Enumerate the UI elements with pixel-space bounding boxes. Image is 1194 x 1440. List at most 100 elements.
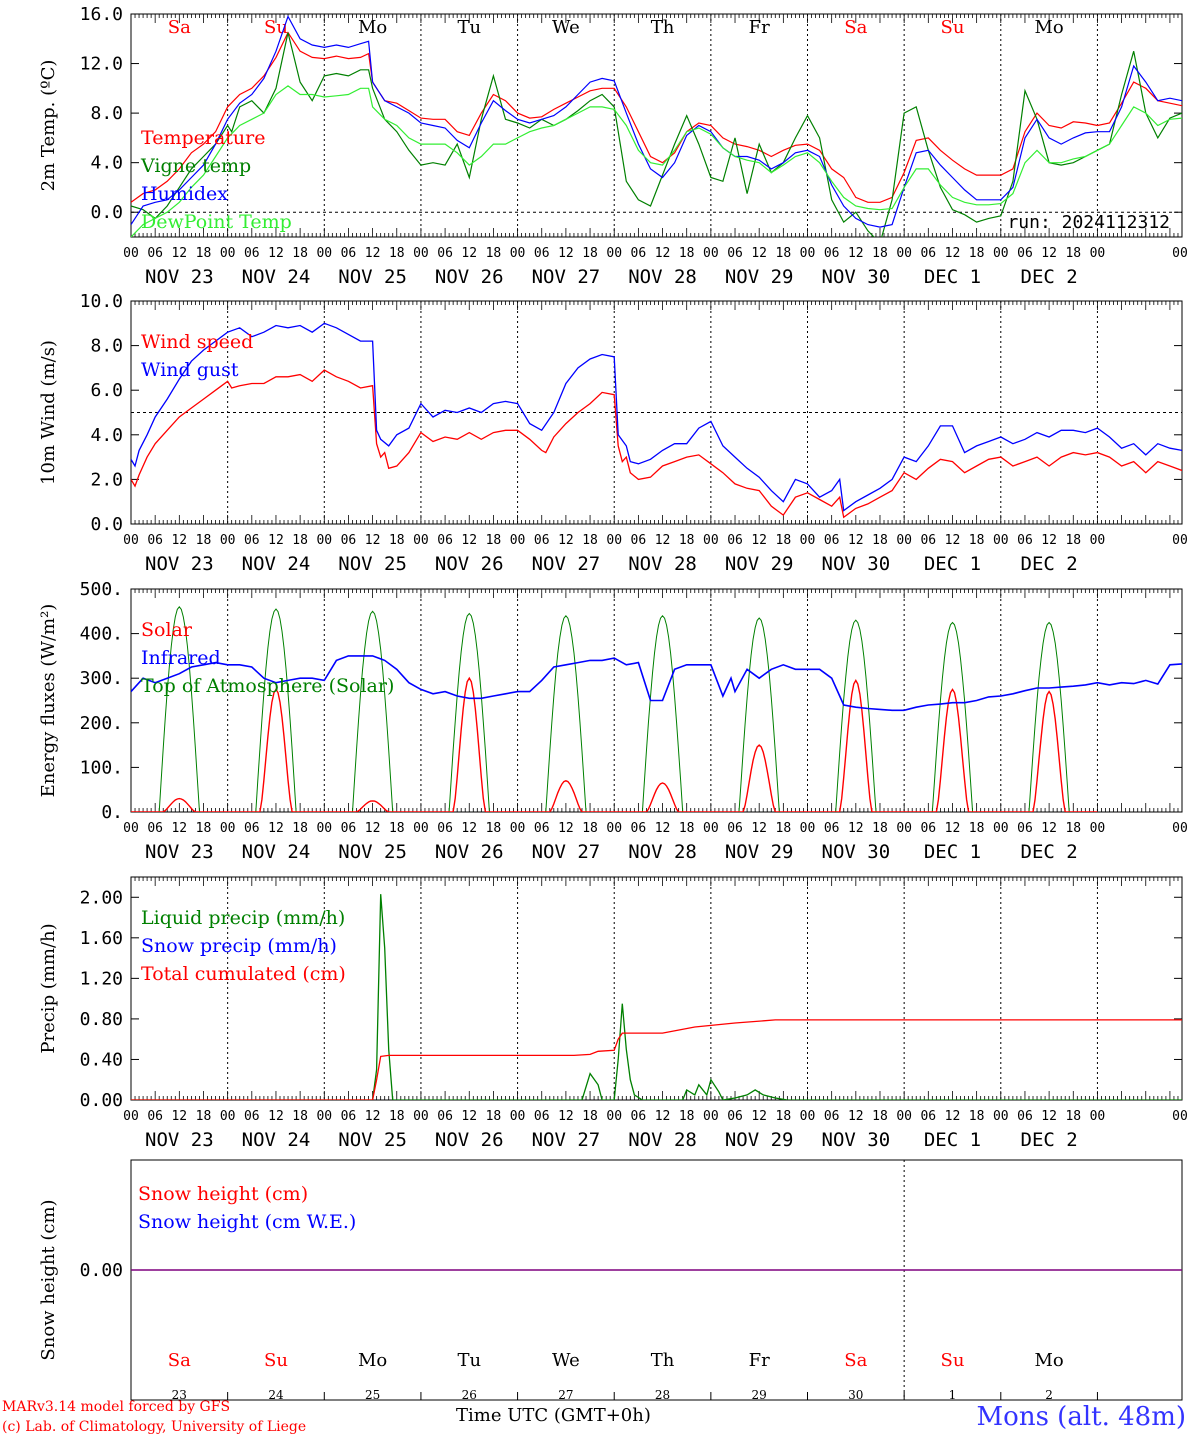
- temp-date-label: NOV 23: [145, 266, 214, 288]
- snow-day-number: 25: [365, 1388, 380, 1402]
- wind-series-wind-speed: [131, 369, 1182, 519]
- snow-day-number: 26: [462, 1388, 477, 1402]
- wind-hour-label: 00: [413, 533, 429, 548]
- energy-hour-label: 00: [993, 821, 1009, 836]
- wind-y-tick-label: 8.0: [90, 336, 123, 357]
- snow-weekday-label: Sa: [844, 1350, 867, 1371]
- precip-date-label: DEC 2: [1021, 1129, 1078, 1151]
- wind-hour-label: 06: [727, 533, 743, 548]
- temp-series-dewpoint-temp: [131, 85, 1182, 237]
- wind-hour-label: 12: [171, 533, 187, 548]
- precip-date-label: NOV 28: [628, 1129, 697, 1151]
- energy-hour-label: 12: [848, 821, 864, 836]
- precip-y-tick-label: 1.60: [80, 928, 123, 949]
- wind-hour-label: 12: [461, 533, 477, 548]
- wind-hour-label: 06: [147, 533, 163, 548]
- temp-hour-label: 12: [171, 246, 187, 261]
- wind-hour-label: 06: [1017, 533, 1033, 548]
- precip-date-label: NOV 27: [532, 1129, 601, 1151]
- temp-hour-label: 00: [1172, 246, 1188, 261]
- energy-hour-label: 06: [631, 821, 647, 836]
- precip-hour-label: 12: [268, 1109, 284, 1124]
- energy-hour-label: 18: [872, 821, 888, 836]
- snow-weekday-label: Su: [941, 1350, 965, 1371]
- wind-date-label: NOV 28: [628, 553, 697, 575]
- snow-legend-entry: Snow height (cm): [138, 1183, 308, 1205]
- energy-hour-label: 18: [486, 821, 502, 836]
- energy-hour-label: 12: [365, 821, 381, 836]
- temp-hour-label: 18: [679, 246, 695, 261]
- temp-hour-label: 18: [969, 246, 985, 261]
- temp-date-label: NOV 24: [242, 266, 311, 288]
- temp-hour-label: 18: [776, 246, 792, 261]
- temp-date-label: DEC 2: [1021, 266, 1078, 288]
- energy-y-tick-label: 500.: [80, 579, 123, 600]
- precip-hour-label: 00: [220, 1109, 236, 1124]
- energy-legend-entry: Solar: [141, 619, 193, 641]
- snow-y-axis-title: Snow height (cm): [38, 1199, 59, 1360]
- infrared-series: [131, 655, 1182, 712]
- precip-date-label: DEC 1: [924, 1129, 981, 1151]
- temp-hour-label: 18: [292, 246, 308, 261]
- temp-hour-label: 06: [534, 246, 550, 261]
- wind-y-axis-title: 10m Wind (m/s): [38, 340, 59, 485]
- precip-hour-label: 12: [945, 1109, 961, 1124]
- temp-series-temperature: [131, 31, 1182, 203]
- wind-hour-label: 00: [510, 533, 526, 548]
- wind-date-label: NOV 27: [532, 553, 601, 575]
- snow-frame: [130, 1159, 1183, 1401]
- energy-date-label: NOV 26: [435, 841, 504, 863]
- wind-hour-label: 06: [437, 533, 453, 548]
- energy-hour-label: 00: [896, 821, 912, 836]
- snow-weekday-label: Fr: [749, 1350, 770, 1371]
- temp-hour-label: 06: [147, 246, 163, 261]
- temp-hour-label: 00: [606, 246, 622, 261]
- energy-hour-label: 00: [703, 821, 719, 836]
- temp-date-label: NOV 30: [822, 266, 891, 288]
- temp-hour-label: 00: [800, 246, 816, 261]
- wind-hour-label: 00: [606, 533, 622, 548]
- snow-weekday-label: Th: [651, 1350, 675, 1371]
- energy-hour-label: 18: [679, 821, 695, 836]
- temp-weekday-label: Mo: [1034, 17, 1063, 38]
- energy-y-tick-label: 200.: [80, 713, 123, 734]
- energy-date-label: NOV 30: [822, 841, 891, 863]
- precip-legend-entry: Liquid precip (mm/h): [141, 907, 345, 929]
- temp-hour-label: 12: [848, 246, 864, 261]
- energy-hour-label: 12: [751, 821, 767, 836]
- precip-hour-label: 12: [171, 1109, 187, 1124]
- temp-weekday-label: Tu: [457, 17, 481, 38]
- snow-day-number: 30: [848, 1388, 863, 1402]
- wind-hour-label: 00: [800, 533, 816, 548]
- temp-legend-entry: Vigne temp: [140, 155, 251, 177]
- temp-hour-label: 06: [244, 246, 260, 261]
- temp-hour-label: 00: [1090, 246, 1106, 261]
- precip-legend-entry: Snow precip (mm/h): [141, 935, 337, 957]
- wind-hour-label: 18: [582, 533, 598, 548]
- energy-hour-label: 00: [510, 821, 526, 836]
- precip-y-tick-label: 0.00: [80, 1090, 123, 1111]
- wind-hour-label: 12: [655, 533, 671, 548]
- precip-hour-label: 12: [655, 1109, 671, 1124]
- temp-hour-label: 12: [365, 246, 381, 261]
- wind-date-label: DEC 2: [1021, 553, 1078, 575]
- precip-hour-label: 00: [510, 1109, 526, 1124]
- wind-hour-label: 06: [244, 533, 260, 548]
- wind-hour-label: 18: [196, 533, 212, 548]
- snow-day-number: 2: [1045, 1388, 1053, 1402]
- precip-hour-label: 18: [1065, 1109, 1081, 1124]
- precip-hour-label: 18: [582, 1109, 598, 1124]
- wind-hour-label: 18: [292, 533, 308, 548]
- wind-series-wind-gust: [131, 322, 1182, 512]
- energy-y-tick-label: 400.: [80, 624, 123, 645]
- precip-hour-label: 18: [196, 1109, 212, 1124]
- snow-day-number: 29: [752, 1388, 767, 1402]
- energy-date-label: NOV 29: [725, 841, 794, 863]
- model-credit-line1: MARv3.14 model forced by GFS: [2, 1399, 231, 1415]
- temp-hour-label: 00: [220, 246, 236, 261]
- precip-date-label: NOV 30: [822, 1129, 891, 1151]
- temp-hour-label: 06: [727, 246, 743, 261]
- precip-hour-label: 18: [486, 1109, 502, 1124]
- temp-hour-label: 12: [751, 246, 767, 261]
